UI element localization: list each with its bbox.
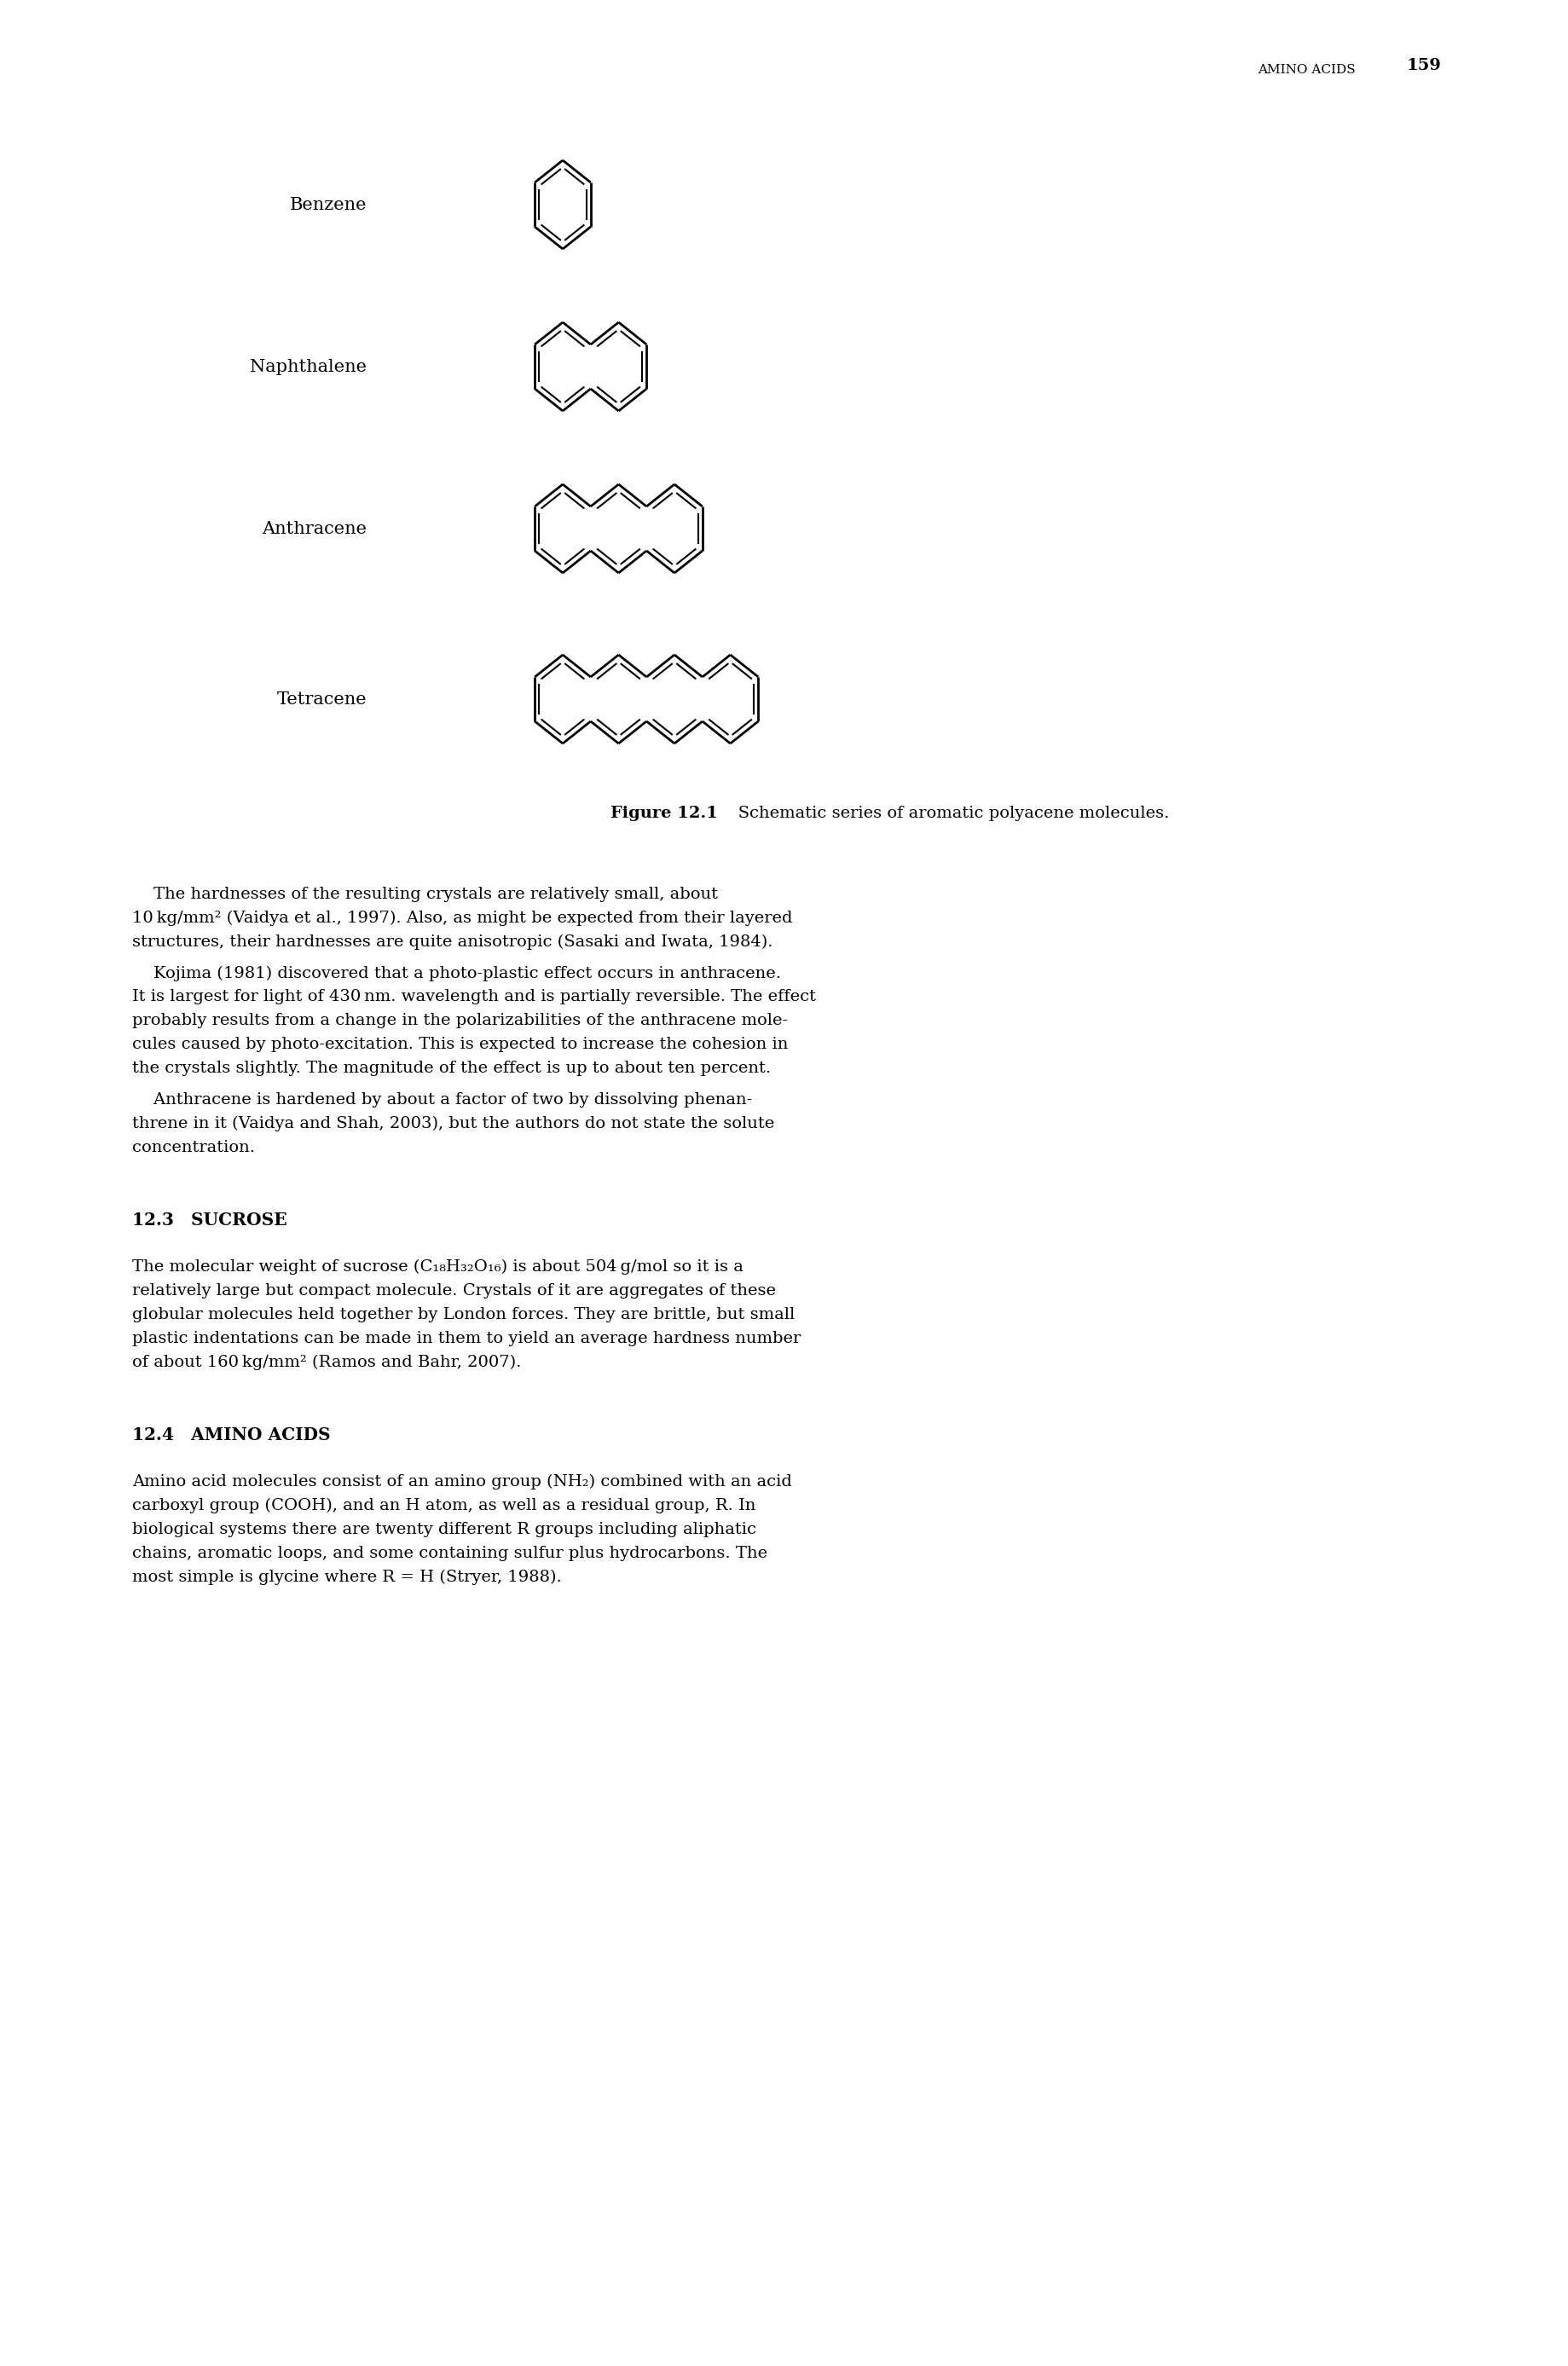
Text: of about 160 kg/mm² (Ramos and Bahr, 2007).: of about 160 kg/mm² (Ramos and Bahr, 200… <box>132 1356 521 1370</box>
Text: AMINO ACIDS: AMINO ACIDS <box>1258 64 1356 76</box>
Text: most simple is glycine where R = H (Stryer, 1988).: most simple is glycine where R = H (Stry… <box>132 1569 561 1585</box>
Text: Naphthalene: Naphthalene <box>249 360 367 374</box>
Text: Tetracene: Tetracene <box>276 691 367 707</box>
Text: Kojima (1981) discovered that a photo-plastic effect occurs in anthracene.: Kojima (1981) discovered that a photo-pl… <box>132 965 781 982</box>
Text: Anthracene is hardened by about a factor of two by dissolving phenan-: Anthracene is hardened by about a factor… <box>132 1093 753 1107</box>
Text: carboxyl group (COOH), and an H atom, as well as a residual group, R. In: carboxyl group (COOH), and an H atom, as… <box>132 1498 756 1514</box>
Text: Schematic series of aromatic polyacene molecules.: Schematic series of aromatic polyacene m… <box>723 807 1170 821</box>
Text: 10 kg/mm² (Vaidya et al., 1997). Also, as might be expected from their layered: 10 kg/mm² (Vaidya et al., 1997). Also, a… <box>132 911 792 925</box>
Text: cules caused by photo-excitation. This is expected to increase the cohesion in: cules caused by photo-excitation. This i… <box>132 1036 789 1053</box>
Text: concentration.: concentration. <box>132 1140 256 1155</box>
Text: structures, their hardnesses are quite anisotropic (Sasaki and Iwata, 1984).: structures, their hardnesses are quite a… <box>132 935 773 951</box>
Text: It is largest for light of 430 nm. wavelength and is partially reversible. The e: It is largest for light of 430 nm. wavel… <box>132 989 815 1006</box>
Text: Figure 12.1: Figure 12.1 <box>612 807 718 821</box>
Text: the crystals slightly. The magnitude of the effect is up to about ten percent.: the crystals slightly. The magnitude of … <box>132 1060 771 1077</box>
Text: biological systems there are twenty different R groups including aliphatic: biological systems there are twenty diff… <box>132 1521 756 1538</box>
Text: 159: 159 <box>1406 59 1441 73</box>
Text: chains, aromatic loops, and some containing sulfur plus hydrocarbons. The: chains, aromatic loops, and some contain… <box>132 1545 767 1562</box>
Text: probably results from a change in the polarizabilities of the anthracene mole-: probably results from a change in the po… <box>132 1013 789 1029</box>
Text: plastic indentations can be made in them to yield an average hardness number: plastic indentations can be made in them… <box>132 1330 801 1346</box>
Text: 12.3 SUCROSE: 12.3 SUCROSE <box>132 1211 287 1228</box>
Text: Anthracene: Anthracene <box>262 521 367 537</box>
Text: The hardnesses of the resulting crystals are relatively small, about: The hardnesses of the resulting crystals… <box>132 887 718 901</box>
Text: Amino acid molecules consist of an amino group (NH₂) combined with an acid: Amino acid molecules consist of an amino… <box>132 1474 792 1491</box>
Text: Benzene: Benzene <box>290 196 367 213</box>
Text: 12.4 AMINO ACIDS: 12.4 AMINO ACIDS <box>132 1427 331 1443</box>
Text: relatively large but compact molecule. Crystals of it are aggregates of these: relatively large but compact molecule. C… <box>132 1282 776 1299</box>
Text: The molecular weight of sucrose (C₁₈H₃₂O₁₆) is about 504 g/mol so it is a: The molecular weight of sucrose (C₁₈H₃₂O… <box>132 1259 743 1275</box>
Text: threne in it (Vaidya and Shah, 2003), but the authors do not state the solute: threne in it (Vaidya and Shah, 2003), bu… <box>132 1117 775 1131</box>
Text: globular molecules held together by London forces. They are brittle, but small: globular molecules held together by Lond… <box>132 1306 795 1323</box>
